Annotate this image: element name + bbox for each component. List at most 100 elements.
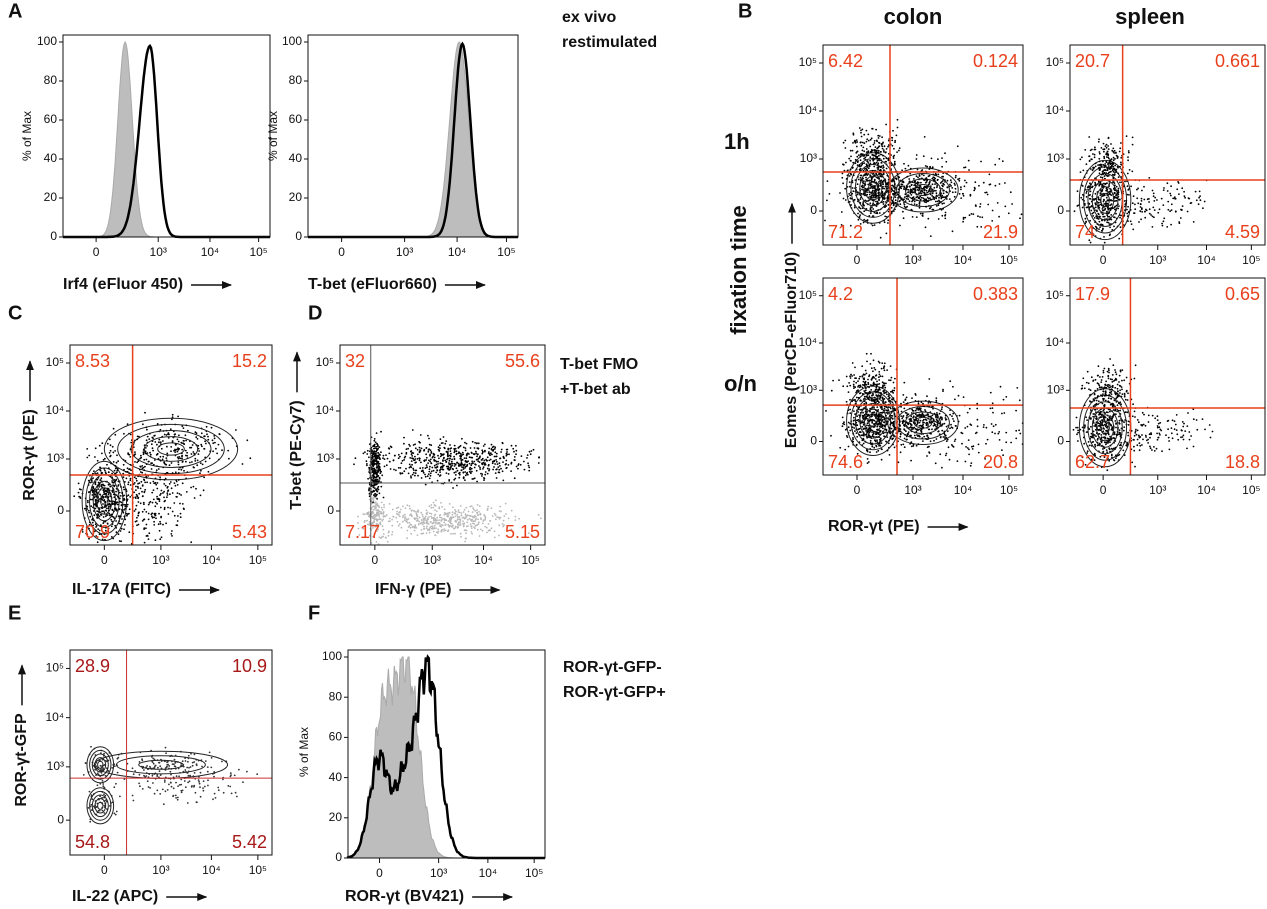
event-dot [936, 178, 939, 181]
event-dot [162, 523, 164, 526]
event-dot [949, 380, 952, 383]
event-dot [1081, 198, 1084, 201]
event-dot [909, 422, 912, 425]
event-dot [1095, 415, 1098, 418]
event-dot [1142, 438, 1144, 441]
event-dot [1128, 169, 1131, 171]
event-dot [912, 191, 915, 194]
event-dot [127, 483, 130, 486]
event-dot [1155, 447, 1158, 450]
event-dot [865, 151, 868, 154]
event-dot [175, 479, 178, 481]
event-dot [146, 428, 148, 431]
event-dot [918, 206, 921, 209]
event-dot [828, 193, 831, 195]
event-dot [1108, 394, 1110, 397]
event-dot [930, 406, 933, 408]
event-dot [141, 465, 144, 467]
event-dot [1131, 461, 1134, 464]
event-dot [164, 484, 167, 487]
event-dot [142, 423, 144, 426]
event-dot [96, 459, 99, 462]
event-dot [1077, 431, 1079, 434]
event-dot [207, 438, 210, 441]
event-dot [1126, 172, 1129, 175]
event-dot [1107, 163, 1109, 166]
event-dot [1132, 195, 1135, 198]
event-dot [96, 517, 99, 519]
event-dot [842, 385, 845, 388]
event-dot [861, 420, 864, 422]
event-dot [73, 495, 76, 498]
event-dot [865, 140, 868, 143]
event-dot [928, 452, 931, 454]
event-dot [103, 491, 105, 494]
event-dot [1151, 226, 1154, 228]
x-tick-label: 0 [338, 245, 345, 259]
event-dot [1170, 432, 1173, 435]
event-dot [998, 431, 1001, 433]
event-dot [157, 468, 160, 470]
event-dot [868, 390, 871, 393]
event-dot [147, 460, 150, 463]
event-dot [119, 500, 121, 503]
event-dot [1138, 436, 1141, 439]
event-dot [953, 195, 956, 198]
event-dot [1150, 214, 1152, 216]
event-dot [183, 440, 185, 442]
event-dot [940, 408, 943, 411]
event-dot [973, 189, 976, 192]
event-dot [1199, 195, 1201, 198]
event-dot [881, 193, 884, 195]
event-dot [1089, 190, 1092, 193]
event-dot [1136, 438, 1139, 441]
quadrant-bottom-left: 62.7 [1075, 452, 1110, 472]
event-dot [1111, 374, 1114, 376]
event-dot [948, 198, 951, 201]
event-dot [1018, 399, 1021, 402]
x-tick-label: 0 [854, 483, 861, 497]
event-dot [930, 421, 932, 424]
event-dot [860, 129, 862, 132]
event-dot [1132, 403, 1134, 406]
event-dot [1081, 206, 1084, 209]
event-dot [114, 467, 117, 470]
event-dot [1088, 388, 1090, 391]
event-dot [874, 155, 876, 157]
event-dot [1001, 449, 1003, 451]
event-dot [873, 411, 875, 414]
event-dot [177, 463, 180, 466]
x-tick-label: 0 [93, 245, 100, 259]
event-dot [931, 192, 934, 195]
event-dot [1081, 185, 1084, 187]
event-dot [1092, 211, 1095, 214]
event-dot [137, 482, 140, 485]
event-dot [910, 459, 912, 462]
event-dot [134, 508, 137, 511]
event-dot [949, 413, 951, 416]
event-dot [875, 413, 878, 416]
event-dot [992, 411, 994, 414]
event-dot [1195, 419, 1198, 421]
contour [859, 402, 887, 439]
event-dot [1102, 436, 1105, 439]
event-dot [864, 397, 866, 400]
contour [896, 173, 950, 207]
event-dot [109, 485, 112, 488]
x-tick-label: 10⁴ [448, 245, 467, 259]
event-dot [1112, 147, 1115, 150]
event-dot [945, 160, 948, 163]
event-dot [1100, 434, 1103, 436]
event-dot [863, 218, 866, 221]
event-dot [989, 183, 992, 186]
event-dot [1209, 436, 1212, 439]
event-dot [170, 450, 172, 453]
event-dot [171, 492, 174, 494]
event-dot [873, 399, 876, 401]
event-dot [857, 428, 860, 431]
event-dot [889, 365, 892, 367]
event-dot [879, 168, 882, 171]
event-dot [167, 513, 170, 515]
event-dot [890, 211, 893, 213]
event-dot [918, 188, 921, 191]
